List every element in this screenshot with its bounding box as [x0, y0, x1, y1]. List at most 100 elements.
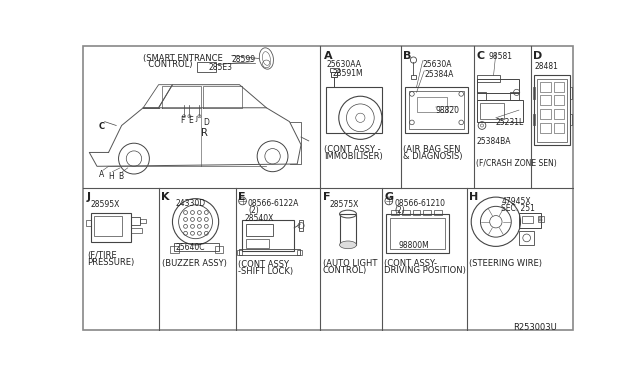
Bar [477, 92, 486, 100]
Bar [540, 109, 550, 119]
Bar [519, 212, 541, 228]
Bar [197, 62, 216, 73]
Bar [554, 123, 564, 133]
Bar [533, 87, 535, 99]
Text: B: B [403, 51, 412, 61]
Bar [417, 97, 447, 112]
Bar [534, 76, 570, 145]
Text: E: E [188, 116, 193, 125]
Bar [570, 87, 572, 99]
Bar [409, 91, 464, 129]
Bar [411, 76, 416, 78]
Text: 47945X: 47945X [501, 197, 531, 206]
Bar [239, 249, 300, 255]
Bar [539, 220, 542, 221]
Text: (F/CRASH ZONE SEN): (F/CRASH ZONE SEN) [476, 158, 557, 168]
Text: (STEERING WIRE): (STEERING WIRE) [469, 259, 542, 268]
Text: PRESSURE): PRESSURE) [87, 258, 134, 267]
Bar [435, 210, 442, 215]
Bar [477, 76, 500, 81]
Bar [131, 228, 141, 232]
Bar [131, 217, 140, 225]
Bar [413, 210, 420, 215]
Bar [246, 224, 273, 236]
Bar [390, 218, 445, 249]
Text: (AIR BAG SEN: (AIR BAG SEN [403, 145, 461, 154]
Text: 25384A: 25384A [424, 70, 454, 79]
Text: & DIAGNOSIS): & DIAGNOSIS) [403, 152, 463, 161]
Text: (CONT ASSY -: (CONT ASSY - [324, 145, 381, 154]
Text: (CONT ASSY: (CONT ASSY [238, 260, 289, 269]
Bar [509, 92, 519, 100]
Bar [340, 214, 356, 245]
Text: D: D [204, 118, 209, 127]
Text: 98820: 98820 [436, 106, 460, 115]
Bar [539, 217, 542, 218]
Text: IMMOBILISER): IMMOBILISER) [324, 152, 383, 161]
Text: C: C [477, 51, 484, 61]
Bar [174, 243, 219, 251]
Bar [94, 216, 122, 235]
Text: J: J [196, 116, 198, 122]
Bar [477, 100, 523, 122]
Text: R253003U: R253003U [513, 323, 557, 332]
Bar [554, 96, 564, 106]
Text: CONTROL): CONTROL) [143, 60, 193, 69]
Text: 08566-6122A: 08566-6122A [248, 199, 300, 208]
Bar [540, 96, 550, 106]
Bar [246, 239, 269, 248]
Bar [386, 214, 449, 253]
Text: (2): (2) [394, 206, 405, 215]
Bar [86, 220, 91, 226]
Text: (CONT ASSY-: (CONT ASSY- [384, 259, 437, 268]
Bar [481, 103, 504, 119]
Text: (BUZZER ASSY): (BUZZER ASSY) [163, 259, 227, 268]
Bar [538, 78, 566, 142]
Text: 25231L: 25231L [496, 118, 524, 127]
Text: 98581: 98581 [488, 52, 512, 61]
Bar [215, 246, 223, 253]
Text: (F/TIRE: (F/TIRE [87, 251, 116, 260]
Bar [331, 73, 337, 77]
Bar [140, 219, 147, 223]
Text: 25640C: 25640C [175, 243, 205, 252]
Bar [237, 250, 242, 255]
Text: 24330D: 24330D [175, 199, 205, 208]
Text: -SHIFT LOCK): -SHIFT LOCK) [238, 267, 293, 276]
Bar [533, 114, 535, 125]
Text: 28481: 28481 [534, 62, 558, 71]
Bar [424, 210, 431, 215]
Text: K: K [161, 192, 170, 202]
Text: 28595X: 28595X [91, 200, 120, 209]
Bar [538, 216, 545, 222]
Bar [242, 220, 294, 251]
Text: (2): (2) [248, 206, 259, 215]
Bar [519, 231, 534, 245]
Text: 08566-61210: 08566-61210 [394, 199, 445, 208]
Bar [326, 87, 382, 133]
Bar [297, 250, 302, 255]
Text: 25384BA: 25384BA [477, 137, 511, 146]
Text: DRIVING POSITION): DRIVING POSITION) [384, 266, 466, 275]
Ellipse shape [340, 241, 356, 249]
Text: E: E [238, 192, 246, 202]
Text: R: R [202, 128, 208, 138]
Bar [522, 216, 533, 223]
Text: 28599: 28599 [232, 55, 256, 64]
Text: SEC. 251: SEC. 251 [501, 204, 535, 213]
Text: A: A [324, 51, 333, 61]
Text: (AUTO LIGHT: (AUTO LIGHT [323, 259, 377, 268]
Text: D: D [533, 51, 542, 61]
Bar [402, 210, 410, 215]
Bar [170, 246, 179, 253]
Bar [330, 68, 339, 73]
Text: J: J [86, 192, 90, 202]
Text: CONTROL): CONTROL) [323, 266, 367, 275]
Bar [554, 109, 564, 119]
Text: 285E3: 285E3 [209, 63, 233, 72]
Bar [540, 81, 550, 92]
Bar [477, 79, 519, 93]
Text: A: A [99, 170, 104, 179]
Text: 28591M: 28591M [333, 69, 364, 78]
Text: F: F [180, 116, 184, 125]
